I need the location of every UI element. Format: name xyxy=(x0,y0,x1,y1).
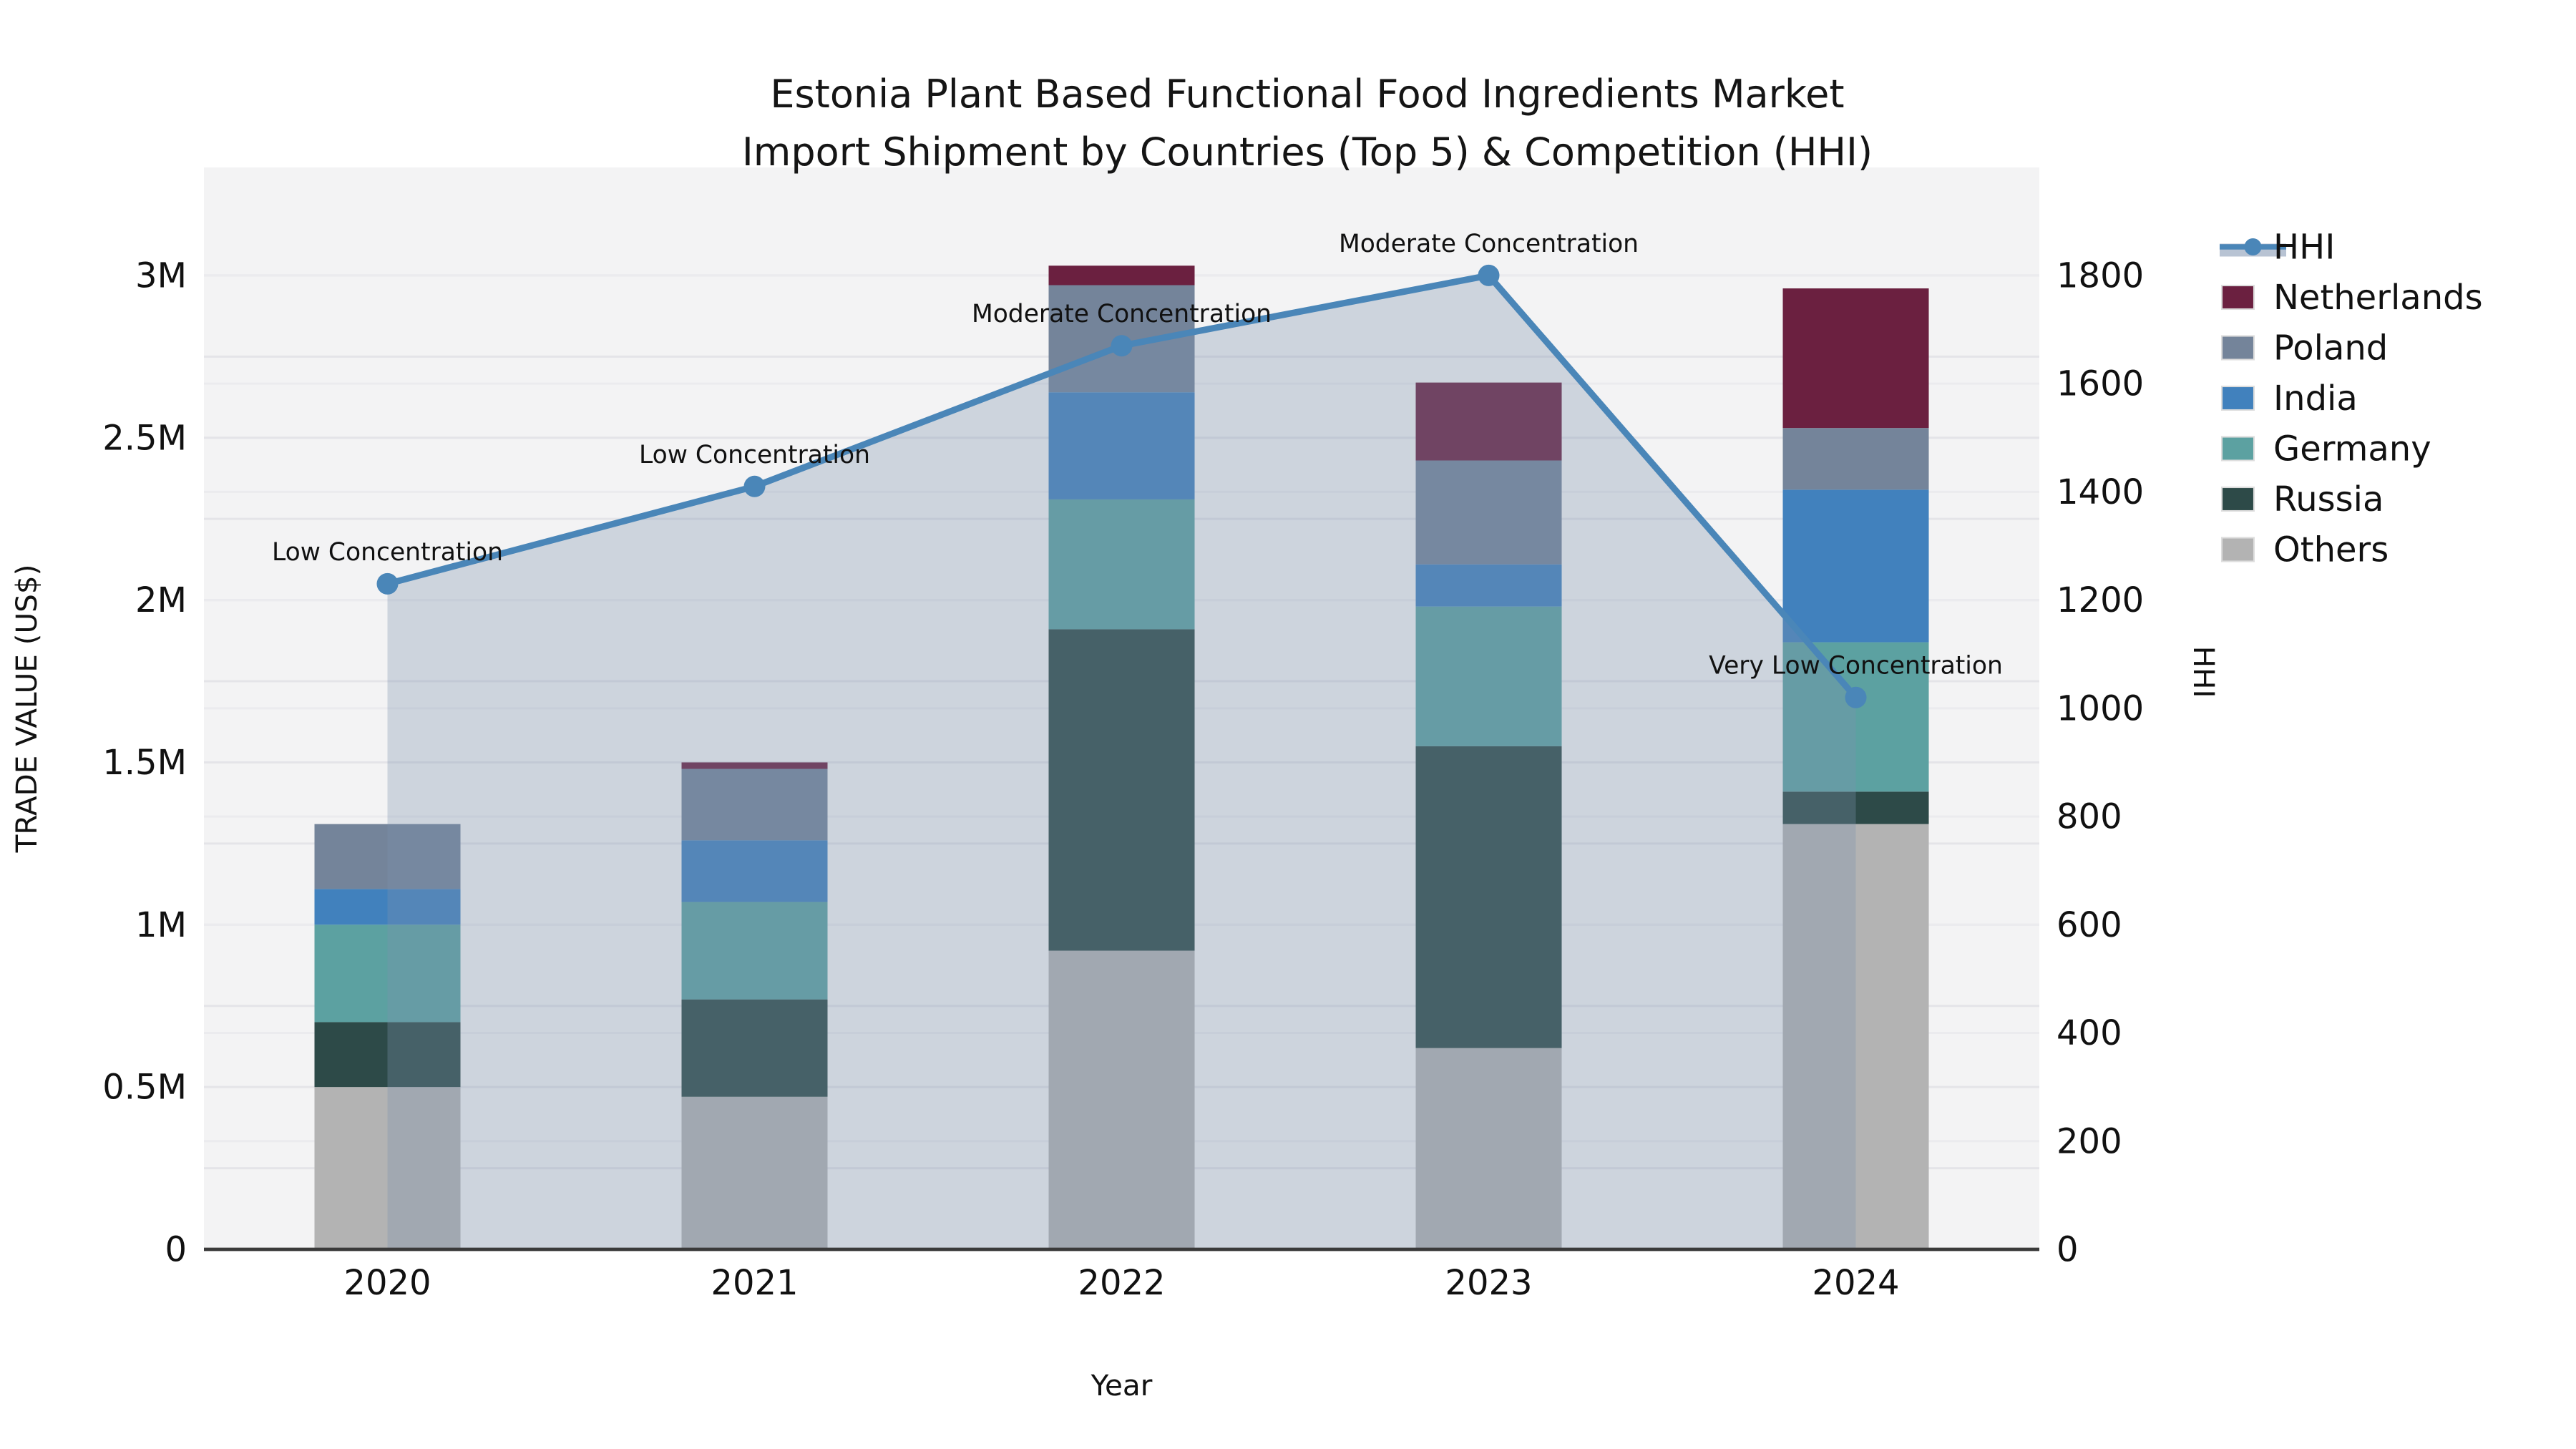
legend-label-russia: Russia xyxy=(2273,479,2384,519)
y-left-tick-label: 1M xyxy=(135,905,187,945)
bar-segment-russia-2022 xyxy=(1048,629,1195,951)
y-right-tick-label: 1600 xyxy=(2057,364,2144,404)
y-left-tick-label: 1.5M xyxy=(102,743,187,783)
hhi-marker-2021 xyxy=(743,475,766,497)
legend-label-germany: Germany xyxy=(2273,429,2431,469)
hhi-marker-2023 xyxy=(1478,264,1500,286)
chart-title-line1: Estonia Plant Based Functional Food Ingr… xyxy=(770,73,1845,118)
y-left-tick-label: 0 xyxy=(165,1230,187,1270)
y-axis-label-right: HHI xyxy=(2187,646,2221,698)
x-tick-label-2020: 2020 xyxy=(343,1263,431,1303)
y-right-tick-label: 800 xyxy=(2057,797,2122,837)
y-right-tick-label: 200 xyxy=(2057,1121,2122,1161)
hhi-marker-2020 xyxy=(376,572,399,595)
legend-swatch-poland xyxy=(2220,335,2255,361)
y-right-tick-label: 1400 xyxy=(2057,472,2144,512)
bar-segment-others-2024 xyxy=(1782,824,1929,1249)
x-tick-label-2022: 2022 xyxy=(1078,1263,1165,1303)
hhi-marker-2024 xyxy=(1845,686,1867,708)
legend-label-poland: Poland xyxy=(2273,328,2388,369)
legend-item-germany: Germany xyxy=(2220,429,2431,469)
bar-segment-poland-2024 xyxy=(1782,428,1929,490)
legend-swatch-india xyxy=(2220,385,2255,411)
y-left-tick-label: 3M xyxy=(135,255,187,296)
y-right-tick-label: 1000 xyxy=(2057,688,2144,728)
chart-title: Estonia Plant Based Functional Food Ingr… xyxy=(0,67,2576,182)
bar-segment-germany-2021 xyxy=(681,902,828,1000)
legend-swatch-others xyxy=(2220,537,2255,562)
legend-label-hhi: HHI xyxy=(2273,228,2335,268)
y-right-tick-label: 1800 xyxy=(2057,255,2144,296)
bar-segment-netherlands-2023 xyxy=(1415,382,1562,461)
x-tick-label-2021: 2021 xyxy=(711,1263,798,1303)
legend-item-netherlands: Netherlands xyxy=(2220,278,2483,318)
x-tick-label-2024: 2024 xyxy=(1812,1263,1899,1303)
y-axis-label-left: TRADE VALUE (US$) xyxy=(9,565,44,854)
hhi-annotation-2024: Very Low Concentration xyxy=(1709,652,2003,680)
hhi-annotation-2021: Low Concentration xyxy=(639,441,870,469)
bar-segment-netherlands-2024 xyxy=(1782,288,1929,429)
legend-item-poland: Poland xyxy=(2220,328,2388,369)
bar-segment-poland-2021 xyxy=(681,769,828,841)
chart-title-line2: Import Shipment by Countries (Top 5) & C… xyxy=(741,131,1873,176)
legend-item-hhi: HHI xyxy=(2220,228,2335,268)
bar-segment-germany-2020 xyxy=(314,924,461,1023)
y-right-tick-label: 600 xyxy=(2057,905,2122,945)
bar-segment-others-2022 xyxy=(1048,950,1195,1249)
bar-segment-india-2024 xyxy=(1782,489,1929,643)
hhi-annotation-2020: Low Concentration xyxy=(272,538,503,567)
y-right-tick-label: 1200 xyxy=(2057,580,2144,620)
legend-item-india: India xyxy=(2220,379,2358,419)
bar-segment-russia-2023 xyxy=(1415,746,1562,1048)
bar-segment-russia-2024 xyxy=(1782,791,1929,824)
y-left-tick-label: 0.5M xyxy=(102,1068,187,1108)
bar-segment-others-2023 xyxy=(1415,1048,1562,1249)
hhi-legend-marker-icon xyxy=(2244,238,2262,255)
bar-segment-poland-2023 xyxy=(1415,460,1562,565)
bar-segment-germany-2022 xyxy=(1048,499,1195,630)
hhi-annotation-2023: Moderate Concentration xyxy=(1339,230,1639,258)
y-right-tick-label: 400 xyxy=(2057,1013,2122,1053)
bar-segment-netherlands-2021 xyxy=(681,762,828,769)
bar-segment-russia-2020 xyxy=(314,1022,461,1088)
legend-label-india: India xyxy=(2273,379,2358,419)
bar-segment-germany-2024 xyxy=(1782,642,1929,792)
bar-segment-india-2021 xyxy=(681,840,828,902)
legend-item-russia: Russia xyxy=(2220,479,2384,519)
hhi-annotation-2022: Moderate Concentration xyxy=(972,300,1272,328)
bar-segment-russia-2021 xyxy=(681,999,828,1097)
bar-segment-india-2020 xyxy=(314,889,461,925)
bar-segment-india-2022 xyxy=(1048,392,1195,499)
y-right-tick-label: 0 xyxy=(2057,1230,2079,1270)
legend-swatch-netherlands xyxy=(2220,284,2255,311)
y-left-tick-label: 2.5M xyxy=(102,418,187,458)
legend-swatch-russia xyxy=(2220,486,2255,512)
hhi-marker-2022 xyxy=(1111,335,1133,357)
legend-swatch-germany xyxy=(2220,436,2255,462)
legend-item-others: Others xyxy=(2220,530,2389,570)
bar-segment-poland-2020 xyxy=(314,824,461,889)
bar-segment-others-2021 xyxy=(681,1096,828,1249)
y-left-tick-label: 2M xyxy=(135,580,187,620)
bar-segment-others-2020 xyxy=(314,1087,461,1249)
bar-segment-netherlands-2022 xyxy=(1048,265,1195,286)
legend-label-others: Others xyxy=(2273,530,2389,570)
bar-segment-germany-2023 xyxy=(1415,606,1562,746)
legend-label-netherlands: Netherlands xyxy=(2273,278,2483,318)
bar-segment-india-2023 xyxy=(1415,564,1562,607)
x-axis-label: Year xyxy=(1091,1368,1153,1402)
hhi-area-fill xyxy=(387,275,1856,1249)
x-tick-label-2023: 2023 xyxy=(1445,1263,1532,1303)
